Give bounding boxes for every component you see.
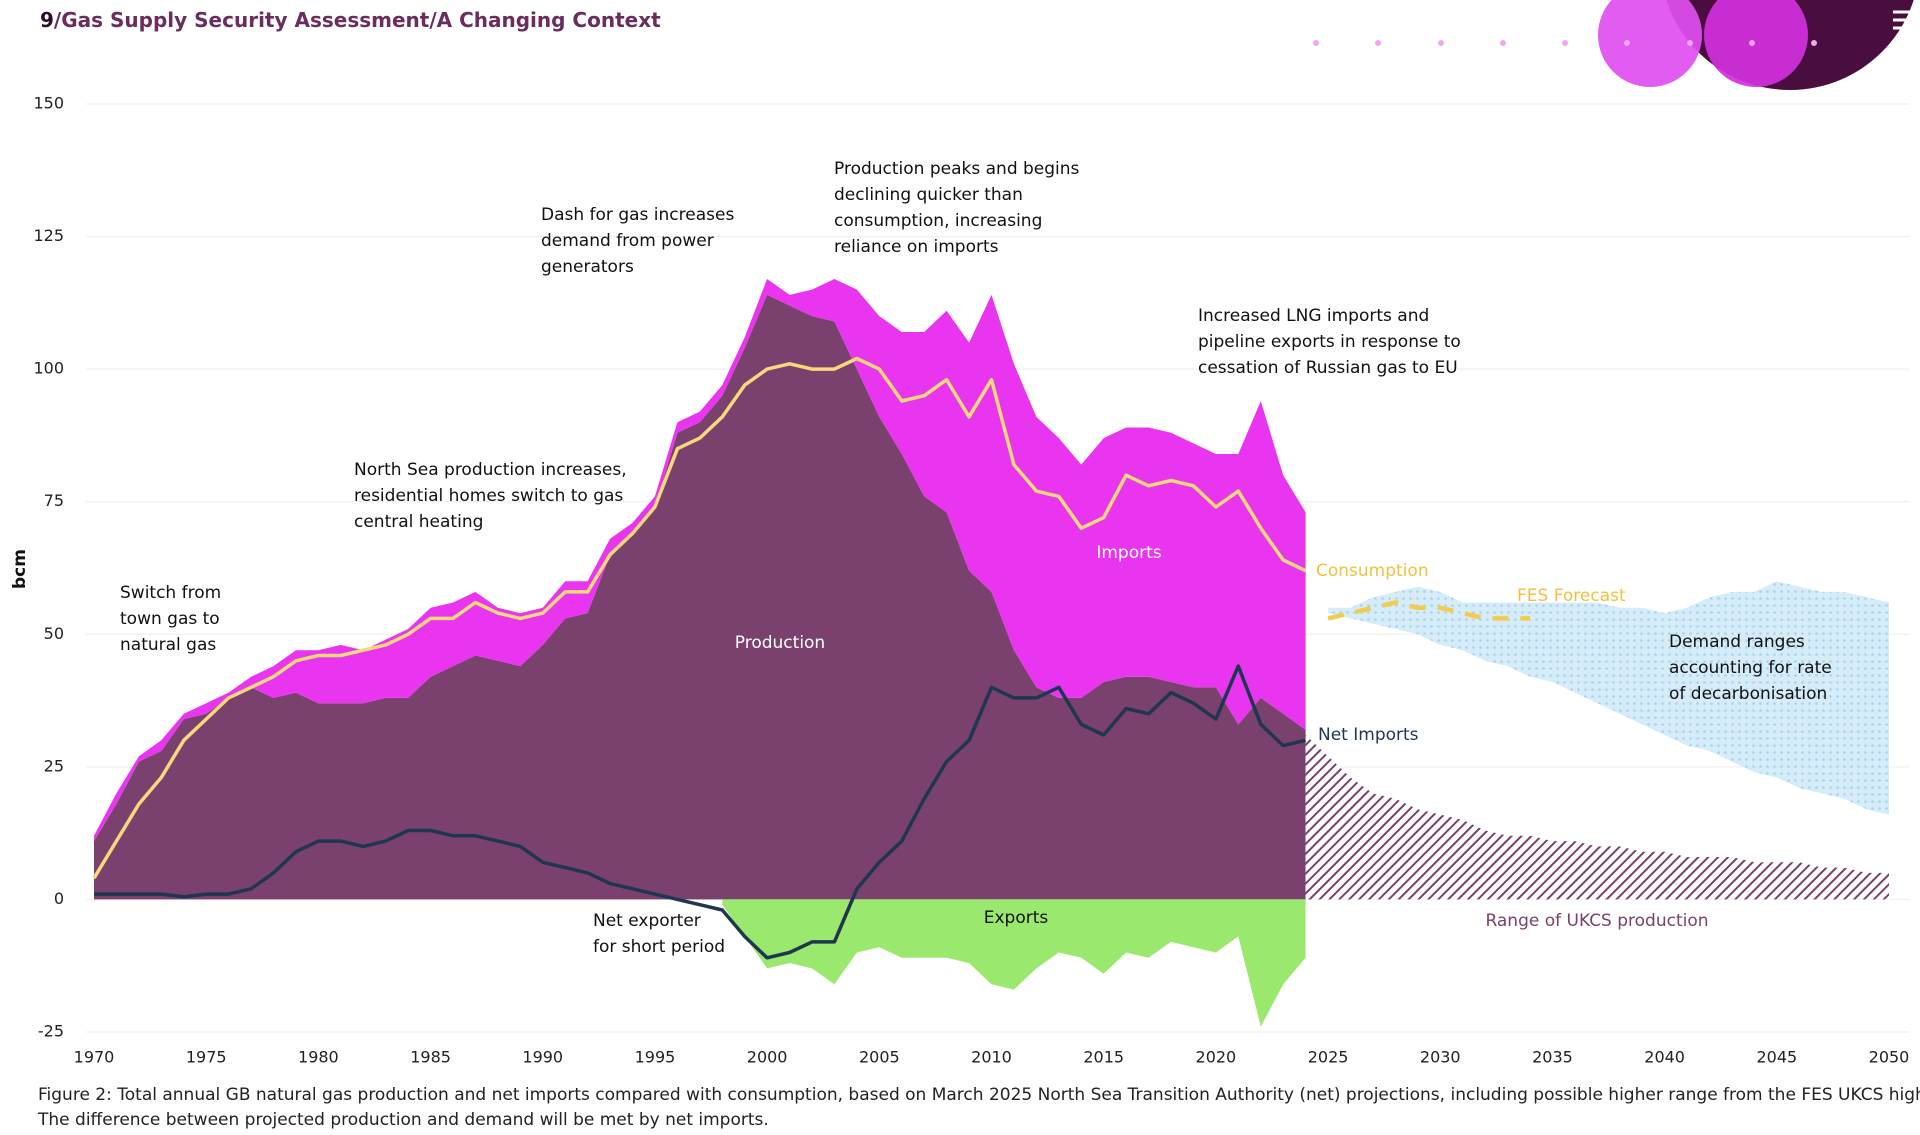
x-tick-label: 2040 bbox=[1644, 1048, 1685, 1067]
caption: Figure 2: Total annual GB natural gas pr… bbox=[38, 1083, 1920, 1133]
x-tick-label: 1980 bbox=[298, 1048, 339, 1067]
annotation-line: generators bbox=[541, 257, 634, 277]
annotation-line: declining quicker than bbox=[834, 185, 1023, 205]
line bbox=[92, 356, 1307, 880]
y-tick-label: 50 bbox=[44, 624, 64, 643]
annotation-line: consumption, increasing bbox=[834, 211, 1043, 231]
annotation-line: North Sea production increases, bbox=[354, 460, 627, 480]
x-tick-label: 2025 bbox=[1308, 1048, 1349, 1067]
x-tick-label: 1990 bbox=[522, 1048, 563, 1067]
x-tick-label: 1985 bbox=[410, 1048, 451, 1067]
annotation-line: Net exporter bbox=[593, 911, 701, 931]
annotation-line: of decarbonisation bbox=[1669, 684, 1828, 704]
y-tick-label: 125 bbox=[33, 226, 64, 245]
x-tick-label: 2020 bbox=[1196, 1048, 1237, 1067]
x-tick-label: 1975 bbox=[186, 1048, 227, 1067]
series-label: Range of UKCS production bbox=[1485, 911, 1708, 931]
annotation-line: for short period bbox=[593, 937, 726, 957]
annotation-line: residential homes switch to gas bbox=[354, 486, 624, 506]
annotation: Demand ranges accounting for rate of decar… bbox=[1669, 629, 1832, 707]
y-tick-label: 100 bbox=[33, 359, 64, 378]
series-label: FES Forecast bbox=[1517, 586, 1626, 606]
x-tick-label: 2045 bbox=[1756, 1048, 1797, 1067]
x-tick-label: 2015 bbox=[1083, 1048, 1124, 1067]
x-tick-label: 2030 bbox=[1420, 1048, 1461, 1067]
annotation-line: natural gas bbox=[120, 635, 217, 655]
annotation-line: central heating bbox=[354, 512, 484, 532]
series-label: Consumption bbox=[1316, 561, 1429, 581]
annotation: Switch from town gas to natural gas bbox=[120, 580, 221, 658]
menu-icon[interactable] bbox=[1893, 10, 1918, 30]
dashed-line bbox=[1327, 600, 1530, 621]
x-tick-label: 2010 bbox=[971, 1048, 1012, 1067]
annotation: Net exporter for short period bbox=[593, 908, 725, 960]
breadcrumb[interactable]: /Gas Supply Security Assessment/A Changi… bbox=[53, 8, 661, 32]
annotation-line: reliance on imports bbox=[834, 237, 999, 257]
page-number: 9 bbox=[40, 8, 54, 32]
area bbox=[722, 899, 1306, 1027]
annotation-line: accounting for rate bbox=[1669, 658, 1832, 678]
hatched-area bbox=[1305, 735, 1889, 900]
annotation: Dash for gas increases demand from power g… bbox=[541, 202, 734, 280]
annotation: Increased LNG imports and pipeline export… bbox=[1198, 303, 1461, 381]
series-label: Exports bbox=[984, 908, 1049, 928]
annotation: North Sea production increases, residenti… bbox=[354, 457, 627, 535]
annotation-line: Dash for gas increases bbox=[541, 205, 735, 225]
series-label: Imports bbox=[1096, 543, 1161, 563]
y-tick-label: 150 bbox=[33, 94, 64, 113]
annotation-line: Switch from bbox=[120, 583, 222, 603]
y-axis-label: bcm bbox=[10, 549, 30, 589]
series-label: Net Imports bbox=[1318, 725, 1419, 745]
y-tick-label: 75 bbox=[44, 491, 64, 510]
annotation-line: pipeline exports in response to bbox=[1198, 332, 1461, 352]
x-tick-label: 1970 bbox=[74, 1048, 115, 1067]
annotation-line: Increased LNG imports and bbox=[1198, 306, 1430, 326]
annotation-line: demand from power bbox=[541, 231, 714, 251]
series-label: Production bbox=[735, 633, 825, 653]
decoration bbox=[1313, 0, 1914, 90]
line bbox=[94, 664, 1307, 960]
x-tick-label: 1995 bbox=[635, 1048, 676, 1067]
annotation-line: Demand ranges bbox=[1669, 632, 1805, 652]
x-tick-label: 2050 bbox=[1869, 1048, 1910, 1067]
x-tick-label: 2005 bbox=[859, 1048, 900, 1067]
range-band bbox=[1328, 581, 1889, 815]
annotation-line: cessation of Russian gas to EU bbox=[1198, 358, 1458, 378]
caption-line: Figure 2: Total annual GB natural gas pr… bbox=[38, 1085, 1920, 1105]
area bbox=[94, 294, 1306, 900]
annotation: Production peaks and begins declining qui… bbox=[834, 156, 1079, 260]
annotation-line: town gas to bbox=[120, 609, 220, 629]
y-tick-label: 0 bbox=[54, 889, 64, 908]
x-tick-label: 2000 bbox=[747, 1048, 788, 1067]
x-tick-label: 2035 bbox=[1532, 1048, 1573, 1067]
y-tick-label: -25 bbox=[38, 1022, 64, 1041]
caption-line: The difference between projected product… bbox=[38, 1110, 769, 1130]
annotation-line: Production peaks and begins bbox=[834, 159, 1080, 179]
header: 9/Gas Supply Security Assessment/A Chang… bbox=[40, 8, 661, 32]
y-tick-label: 25 bbox=[44, 756, 64, 775]
